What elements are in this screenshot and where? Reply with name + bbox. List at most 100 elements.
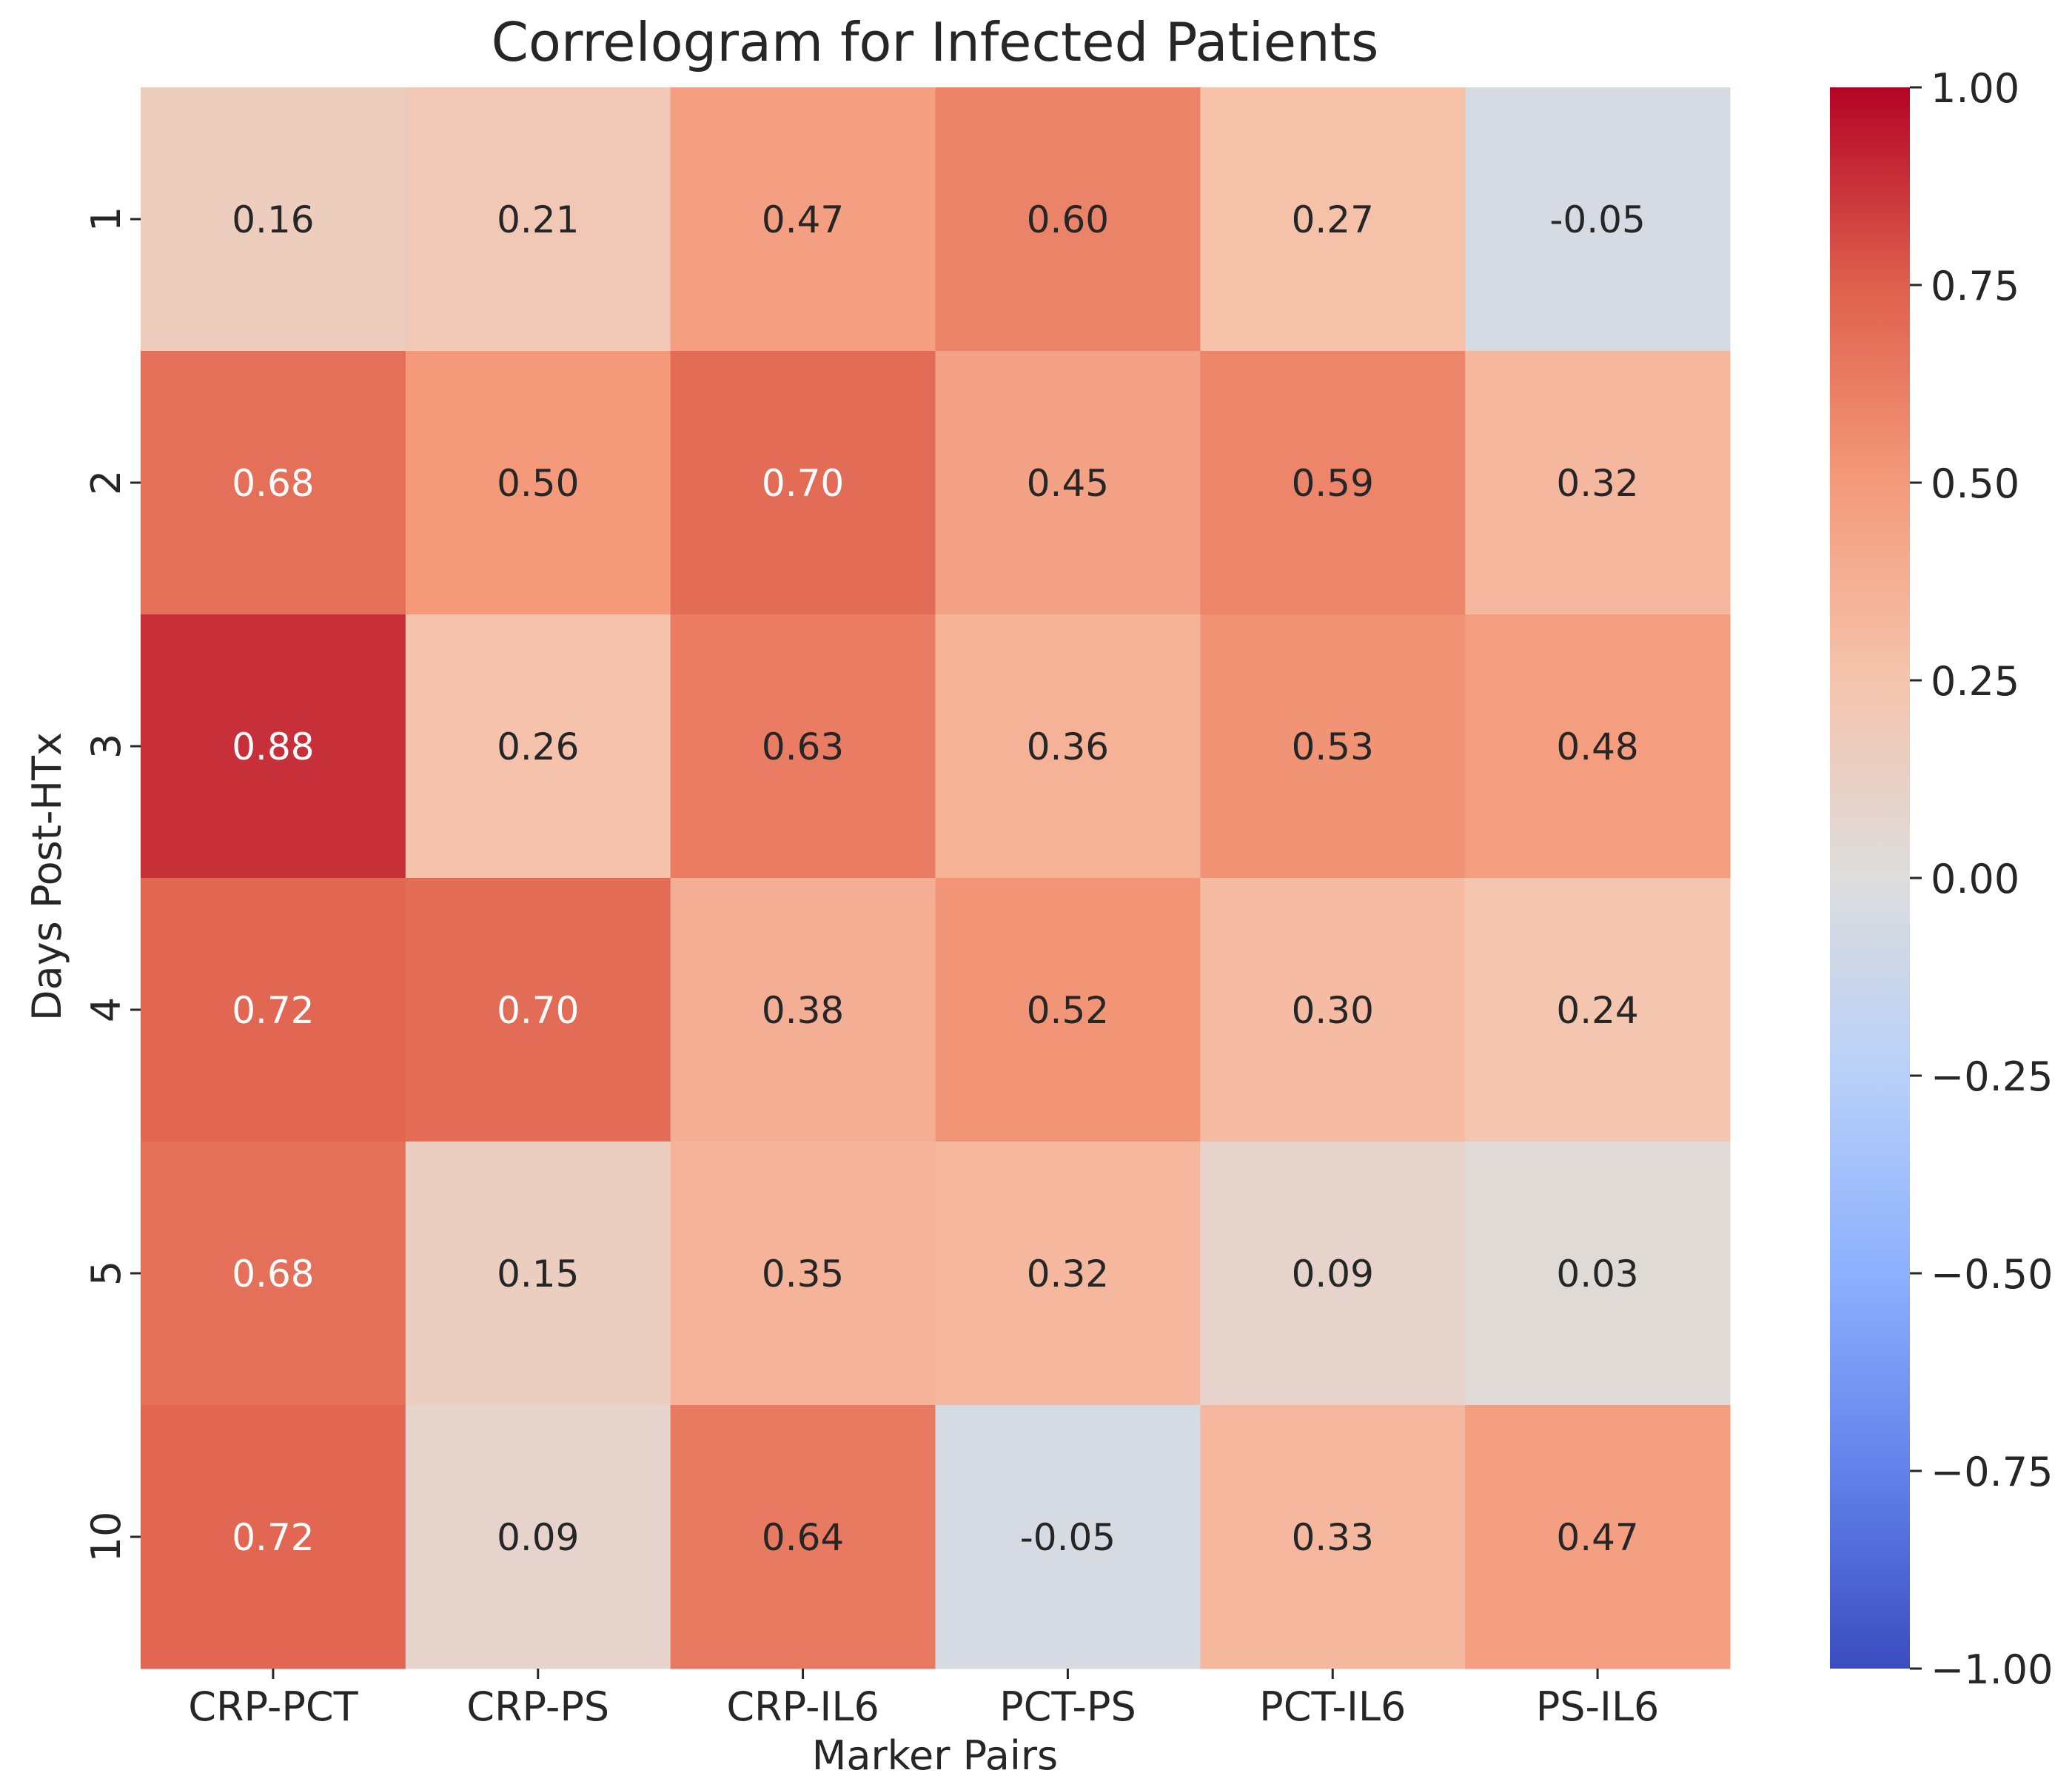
x-axis-ticks: CRP-PCT CRP-PS CRP-IL6 PCT-PS PCT-IL6 PS-IL6 (188, 1669, 1659, 1730)
heatmap-cell-day-2-ps-il6 (1465, 351, 1731, 615)
y-tick-label: 2 (83, 470, 130, 495)
cell-value-label: 0.09 (1292, 1253, 1374, 1295)
cell-value-label: 0.60 (1027, 198, 1109, 241)
cell-value-label: 0.21 (497, 198, 579, 241)
x-tick-label: CRP-IL6 (726, 1683, 879, 1730)
y-tick-label: 5 (83, 1261, 130, 1286)
heatmap-cell-day-1-crp-il6 (670, 87, 936, 352)
cell-value-label: 0.38 (762, 989, 844, 1032)
chart-title: Correlogram for Infected Patients (492, 11, 1379, 73)
colorbar-tick-label: −0.25 (1931, 1053, 2053, 1100)
heatmap-cell-day-4-pct-ps (935, 878, 1201, 1142)
x-tick-label: CRP-PS (466, 1683, 609, 1730)
y-axis-ticks: 1 2 3 4 5 10 (83, 207, 141, 1563)
x-tick-label: CRP-PCT (188, 1683, 358, 1730)
y-axis-label: Days Post-HTx (24, 732, 70, 1021)
cell-value-label: 0.72 (232, 989, 314, 1032)
colorbar-tick-label: −0.75 (1931, 1449, 2053, 1495)
heatmap-cell-day-1-ps-il6 (1465, 87, 1731, 352)
heatmap-cell-day-1-crp-ps (405, 87, 671, 352)
heatmap-cell-day-10-crp-ps (405, 1405, 671, 1669)
heatmap-cell-day-5-crp-il6 (670, 1142, 936, 1406)
cell-value-label: 0.50 (497, 462, 579, 505)
cell-value-label: 0.47 (1556, 1516, 1638, 1559)
heatmap-cell-day-3-pct-ps (935, 614, 1201, 879)
cell-value-label: 0.26 (497, 725, 579, 768)
cell-value-label: 0.48 (1556, 725, 1638, 768)
heatmap-cell-day-1-crp-pct (141, 87, 406, 352)
cell-value-label: 0.03 (1556, 1253, 1638, 1295)
cell-value-label: 0.15 (497, 1253, 579, 1295)
heatmap-cell-day-3-crp-il6 (670, 614, 936, 879)
cell-value-label: 0.36 (1027, 725, 1109, 768)
heatmap-cell-day-5-pct-ps (935, 1142, 1201, 1406)
colorbar-tick-label: 0.00 (1931, 856, 2019, 902)
cell-value-label: 0.16 (232, 198, 314, 241)
cell-value-label: 0.63 (762, 725, 844, 768)
y-tick-label: 3 (83, 734, 130, 759)
cell-value-label: 0.68 (232, 1253, 314, 1295)
cell-value-label: 0.47 (762, 198, 844, 241)
heatmap-cell-day-2-crp-pct (141, 351, 406, 615)
colorbar-tick-label: 1.00 (1931, 65, 2019, 112)
heatmap-cell-day-10-pct-ps (935, 1405, 1201, 1669)
y-tick-label: 10 (83, 1512, 130, 1563)
heatmap-cell-day-5-crp-pct (141, 1142, 406, 1406)
cell-value-label: 0.32 (1027, 1253, 1109, 1295)
heatmap-cell-day-10-pct-il6 (1200, 1405, 1466, 1669)
colorbar-tick-label: −0.50 (1931, 1251, 2053, 1298)
y-tick-label: 1 (83, 207, 130, 232)
heatmap-cell-day-5-ps-il6 (1465, 1142, 1731, 1406)
heatmap-cell-day-3-ps-il6 (1465, 614, 1731, 879)
x-tick-label: PS-IL6 (1536, 1683, 1660, 1730)
colorbar-tick-label: 0.75 (1931, 263, 2019, 309)
cell-value-label: 0.35 (762, 1253, 844, 1295)
heatmap-cell-day-10-crp-pct (141, 1405, 406, 1669)
cell-value-label: 0.88 (232, 725, 314, 768)
heatmap-cell-day-2-pct-il6 (1200, 351, 1466, 615)
heatmap-cell-day-1-pct-il6 (1200, 87, 1466, 352)
cell-value-label: 0.30 (1292, 989, 1374, 1032)
heatmap-cell-day-10-ps-il6 (1465, 1405, 1731, 1669)
x-tick-label: PCT-PS (999, 1683, 1136, 1730)
heatmap-cell-day-10-crp-il6 (670, 1405, 936, 1669)
cell-value-label: 0.53 (1292, 725, 1374, 768)
cell-value-label: 0.24 (1556, 989, 1638, 1032)
heatmap-cell-day-4-crp-il6 (670, 878, 936, 1142)
cell-value-label: 0.09 (497, 1516, 579, 1559)
heatmap-cell-day-5-crp-ps (405, 1142, 671, 1406)
heatmap-cell-day-1-pct-ps (935, 87, 1201, 352)
cell-value-label: 0.27 (1292, 198, 1374, 241)
colorbar-tick-label: −1.00 (1931, 1646, 2053, 1693)
cell-value-label: 0.70 (762, 462, 844, 505)
colorbar-gradient (1830, 87, 1910, 1669)
heatmap-cell-day-5-pct-il6 (1200, 1142, 1466, 1406)
x-tick-label: PCT-IL6 (1259, 1683, 1406, 1730)
cell-value-label: -0.05 (1020, 1516, 1116, 1559)
heatmap-cell-day-2-crp-il6 (670, 351, 936, 615)
y-tick-label: 4 (83, 997, 130, 1022)
cell-value-label: 0.52 (1027, 989, 1109, 1032)
cell-value-label: 0.72 (232, 1516, 314, 1559)
heatmap-cell-day-4-ps-il6 (1465, 878, 1731, 1142)
heatmap-cell-day-4-pct-il6 (1200, 878, 1466, 1142)
colorbar-tick-label: 0.25 (1931, 658, 2019, 705)
cell-value-label: 0.32 (1556, 462, 1638, 505)
heatmap-cell-day-4-crp-ps (405, 878, 671, 1142)
heatmap-cell-day-3-crp-ps (405, 614, 671, 879)
heatmap-cell-day-2-crp-ps (405, 351, 671, 615)
cell-value-label: 0.64 (762, 1516, 844, 1559)
heatmap-cell-day-3-pct-il6 (1200, 614, 1466, 879)
cell-value-label: 0.68 (232, 462, 314, 505)
colorbar (1830, 87, 1910, 1669)
cell-value-label: 0.33 (1292, 1516, 1374, 1559)
cell-value-label: 0.59 (1292, 462, 1374, 505)
heatmap-cells: 0.16 0.21 0.47 0.60 0.27 -0.05 0.68 0.50 0.70 0.4… (141, 87, 1731, 1669)
cell-value-label: -0.05 (1549, 198, 1645, 241)
x-axis-label: Marker Pairs (812, 1732, 1058, 1779)
heatmap-cell-day-3-crp-pct (141, 614, 406, 879)
cell-value-label: 0.45 (1027, 462, 1109, 505)
heatmap-cell-day-2-pct-ps (935, 351, 1201, 615)
